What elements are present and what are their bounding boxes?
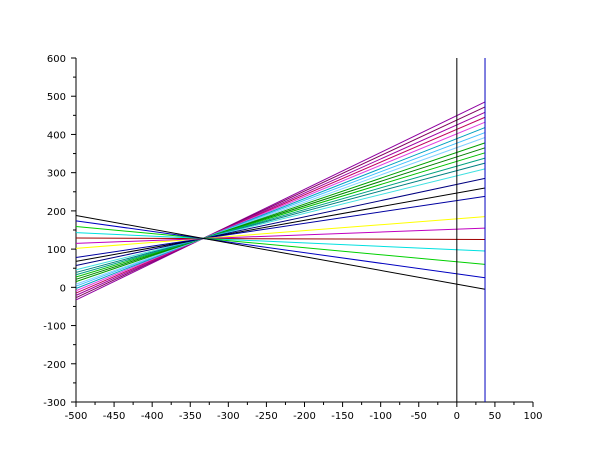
data-line [75,214,486,290]
y-tick-label: 400 [47,130,66,141]
y-tick-label: 500 [47,92,66,103]
y-tick-label: 0 [60,283,66,294]
data-line [75,227,486,244]
data-line [75,177,486,267]
y-tick-label: 100 [47,245,66,256]
data-line [75,232,486,252]
data-line [75,137,486,285]
data-line [75,147,486,280]
data-line [75,116,486,294]
y-tick-label: -100 [43,322,66,333]
y-tick-label: 600 [47,54,66,65]
data-line [75,106,486,299]
data-line [75,127,486,289]
data-line [75,162,486,273]
data-line [75,168,486,271]
data-line [75,237,486,241]
x-tick-label: 100 [523,411,542,422]
data-line [75,142,486,283]
data-line [75,121,486,292]
x-tick-label: -450 [103,411,126,422]
y-tick-label: 300 [47,169,66,180]
data-line [75,101,486,301]
x-tick-label: -250 [255,411,278,422]
x-tick-label: -150 [331,411,354,422]
x-tick-label: -350 [179,411,202,422]
x-tick-label: -500 [65,411,88,422]
x-tick-label: -50 [411,411,427,422]
y-tick-label: -200 [43,360,66,371]
x-tick-label: -100 [369,411,392,422]
data-line [75,195,486,259]
data-line [75,152,486,278]
x-tick-label: -400 [141,411,164,422]
x-tick-label: -200 [293,411,316,422]
data-line [75,220,486,279]
data-line [75,111,486,296]
y-tick-label: -300 [43,398,66,409]
x-tick-label: 50 [489,411,502,422]
data-line [75,187,486,262]
x-tick-label: -300 [217,411,240,422]
data-line [75,216,486,249]
x-tick-label: 0 [454,411,460,422]
y-tick-label: 200 [47,207,66,218]
data-line [75,132,486,287]
data-line [75,157,486,276]
data-line [75,226,486,265]
